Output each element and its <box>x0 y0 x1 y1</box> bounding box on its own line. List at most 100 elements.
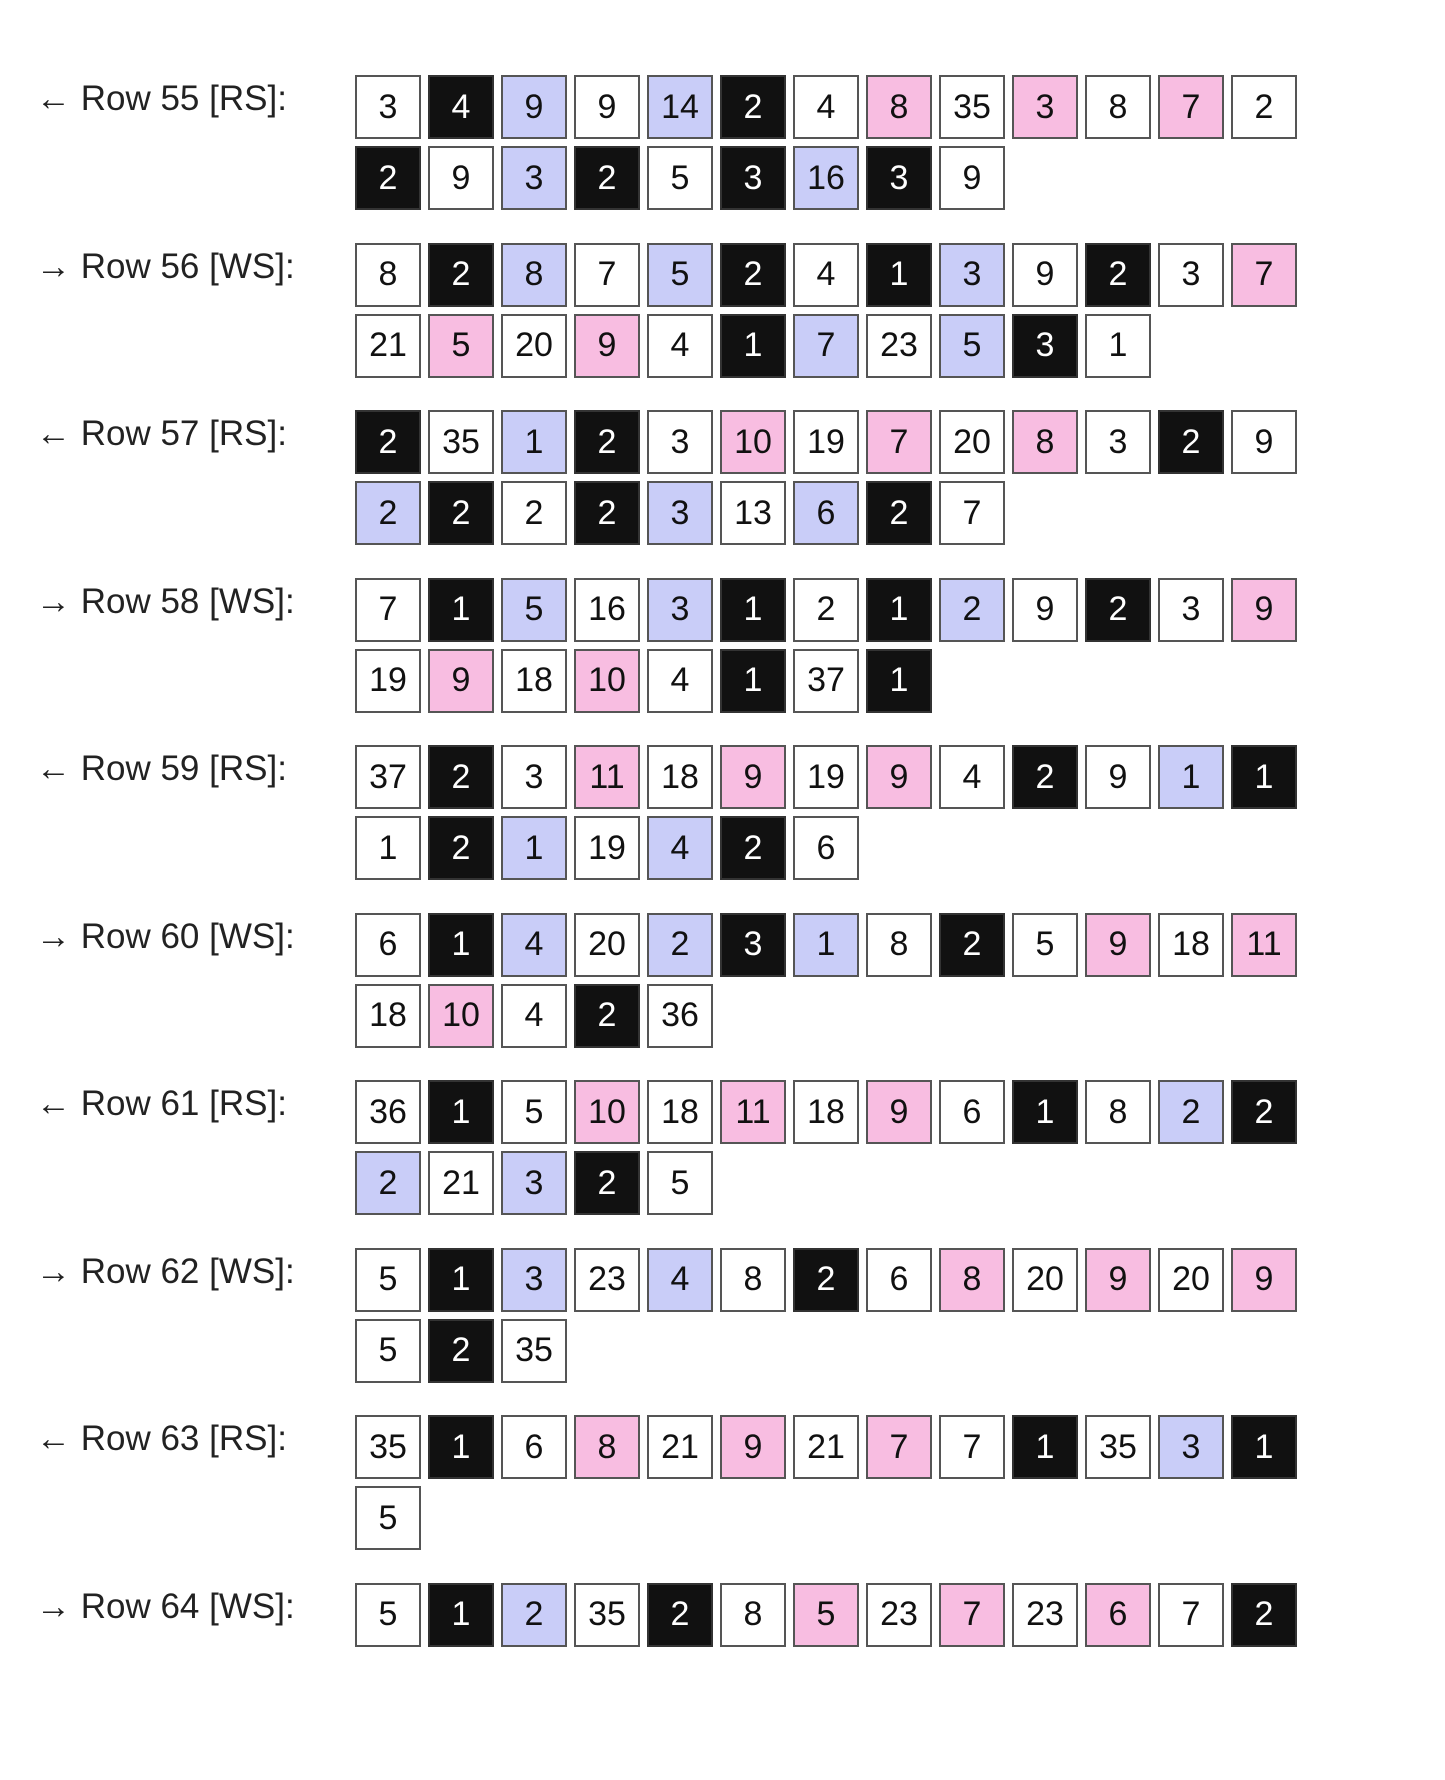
stitch-cell: 4 <box>428 75 494 139</box>
row-cells: 35 1 6 8 21 9 21 7 7 1 35 3 1 5 <box>355 1415 1365 1550</box>
stitch-cell: 8 <box>866 912 932 977</box>
stitch-cell: 4 <box>793 242 859 307</box>
row-label: → Row 62 [WS]: <box>36 1251 295 1291</box>
row-cells: 6 1 4 20 2 3 1 8 2 5 9 18 11 18 10 4 2 36 <box>355 912 1365 1048</box>
stitch-cell: 1 <box>355 816 421 880</box>
stitch-cell: 1 <box>428 577 494 642</box>
stitch-cell: 8 <box>720 1582 786 1647</box>
stitch-cell: 21 <box>355 313 421 378</box>
stitch-cell: 5 <box>793 1582 859 1647</box>
stitch-cell: 3 <box>1085 410 1151 474</box>
stitch-cell: 9 <box>720 1415 786 1479</box>
stitch-cell: 5 <box>428 313 494 378</box>
stitch-cell: 5 <box>355 1247 421 1312</box>
stitch-cell: 3 <box>720 146 786 210</box>
stitch-cell: 2 <box>428 481 494 545</box>
stitch-cell: 11 <box>574 745 640 809</box>
stitch-cell: 3 <box>1012 313 1078 378</box>
stitch-cell: 4 <box>501 983 567 1048</box>
stitch-cell: 8 <box>355 242 421 307</box>
stitch-cell: 2 <box>1158 410 1224 474</box>
stitch-cell: 5 <box>647 242 713 307</box>
stitch-cell: 3 <box>501 146 567 210</box>
stitch-cell: 1 <box>428 1582 494 1647</box>
stitch-cell: 5 <box>647 1151 713 1215</box>
row-label: → Row 58 [WS]: <box>36 581 295 621</box>
stitch-cell: 2 <box>939 912 1005 977</box>
stitch-cell: 19 <box>793 410 859 474</box>
stitch-cell: 2 <box>647 1582 713 1647</box>
stitch-cell: 2 <box>720 242 786 307</box>
stitch-cell: 1 <box>866 242 932 307</box>
stitch-cell: 3 <box>355 75 421 139</box>
row-label: → Row 56 [WS]: <box>36 246 295 286</box>
row-cells: 3 4 9 9 14 2 4 8 35 3 8 7 2 2 9 3 2 5 3 16 3 9 <box>355 75 1365 210</box>
stitch-cell: 6 <box>793 481 859 545</box>
row-label: ← Row 55 [RS]: <box>36 79 287 118</box>
row-label: ← Row 61 [RS]: <box>36 1084 287 1123</box>
stitch-cell: 2 <box>574 983 640 1048</box>
stitch-cell: 18 <box>1158 912 1224 977</box>
stitch-cell: 2 <box>1231 1582 1297 1647</box>
stitch-cell: 18 <box>501 648 567 713</box>
stitch-cell: 6 <box>939 1080 1005 1144</box>
stitch-cell: 1 <box>428 912 494 977</box>
stitch-cell: 6 <box>866 1247 932 1312</box>
stitch-cell: 7 <box>866 1415 932 1479</box>
stitch-cell: 7 <box>793 313 859 378</box>
stitch-cell: 9 <box>1085 1247 1151 1312</box>
stitch-cell: 2 <box>428 1318 494 1383</box>
stitch-cell: 2 <box>939 577 1005 642</box>
stitch-cell: 9 <box>866 1080 932 1144</box>
stitch-cell: 2 <box>355 410 421 474</box>
stitch-cell: 5 <box>501 577 567 642</box>
stitch-cell: 4 <box>647 648 713 713</box>
stitch-cell: 2 <box>574 410 640 474</box>
stitch-cell: 3 <box>647 577 713 642</box>
stitch-cell: 9 <box>1085 912 1151 977</box>
stitch-cell: 23 <box>574 1247 640 1312</box>
stitch-cell: 7 <box>574 242 640 307</box>
stitch-cell: 8 <box>939 1247 1005 1312</box>
stitch-cell: 3 <box>939 242 1005 307</box>
stitch-cell: 3 <box>647 410 713 474</box>
stitch-cell: 6 <box>355 912 421 977</box>
stitch-cell: 11 <box>720 1080 786 1144</box>
stitch-cell: 2 <box>501 481 567 545</box>
stitch-cell: 4 <box>647 313 713 378</box>
stitch-cell: 9 <box>939 146 1005 210</box>
stitch-cell: 35 <box>574 1582 640 1647</box>
stitch-cell: 9 <box>1012 242 1078 307</box>
stitch-cell: 19 <box>793 745 859 809</box>
stitch-cell: 16 <box>574 577 640 642</box>
stitch-cell: 2 <box>574 146 640 210</box>
stitch-cell: 7 <box>1158 75 1224 139</box>
stitch-cell: 1 <box>501 410 567 474</box>
row-cells: 36 1 5 10 18 11 18 9 6 1 8 2 2 2 21 3 2 5 <box>355 1080 1365 1215</box>
row-cells: 37 2 3 11 18 9 19 9 4 2 9 1 1 1 2 1 19 4 2 6 <box>355 745 1365 880</box>
stitch-cell: 35 <box>501 1318 567 1383</box>
stitch-cell: 2 <box>355 481 421 545</box>
stitch-cell: 9 <box>720 745 786 809</box>
stitch-cell: 8 <box>866 75 932 139</box>
stitch-cell: 37 <box>793 648 859 713</box>
stitch-cell: 9 <box>574 313 640 378</box>
stitch-cell: 7 <box>939 1582 1005 1647</box>
stitch-cell: 2 <box>866 481 932 545</box>
stitch-cell: 2 <box>1085 242 1151 307</box>
row-cells: 5 1 2 35 2 8 5 23 7 23 6 7 2 <box>355 1582 1365 1647</box>
stitch-cell: 18 <box>647 1080 713 1144</box>
stitch-cell: 37 <box>355 745 421 809</box>
row-label: → Row 60 [WS]: <box>36 916 295 956</box>
stitch-cell: 9 <box>866 745 932 809</box>
stitch-cell: 7 <box>866 410 932 474</box>
stitch-cell: 2 <box>1231 1080 1297 1144</box>
stitch-cell: 6 <box>501 1415 567 1479</box>
stitch-cell: 6 <box>1085 1582 1151 1647</box>
stitch-cell: 8 <box>501 242 567 307</box>
stitch-cell: 9 <box>428 648 494 713</box>
stitch-cell: 5 <box>355 1486 421 1550</box>
stitch-cell: 6 <box>793 816 859 880</box>
stitch-cell: 1 <box>1231 745 1297 809</box>
stitch-cell: 7 <box>355 577 421 642</box>
